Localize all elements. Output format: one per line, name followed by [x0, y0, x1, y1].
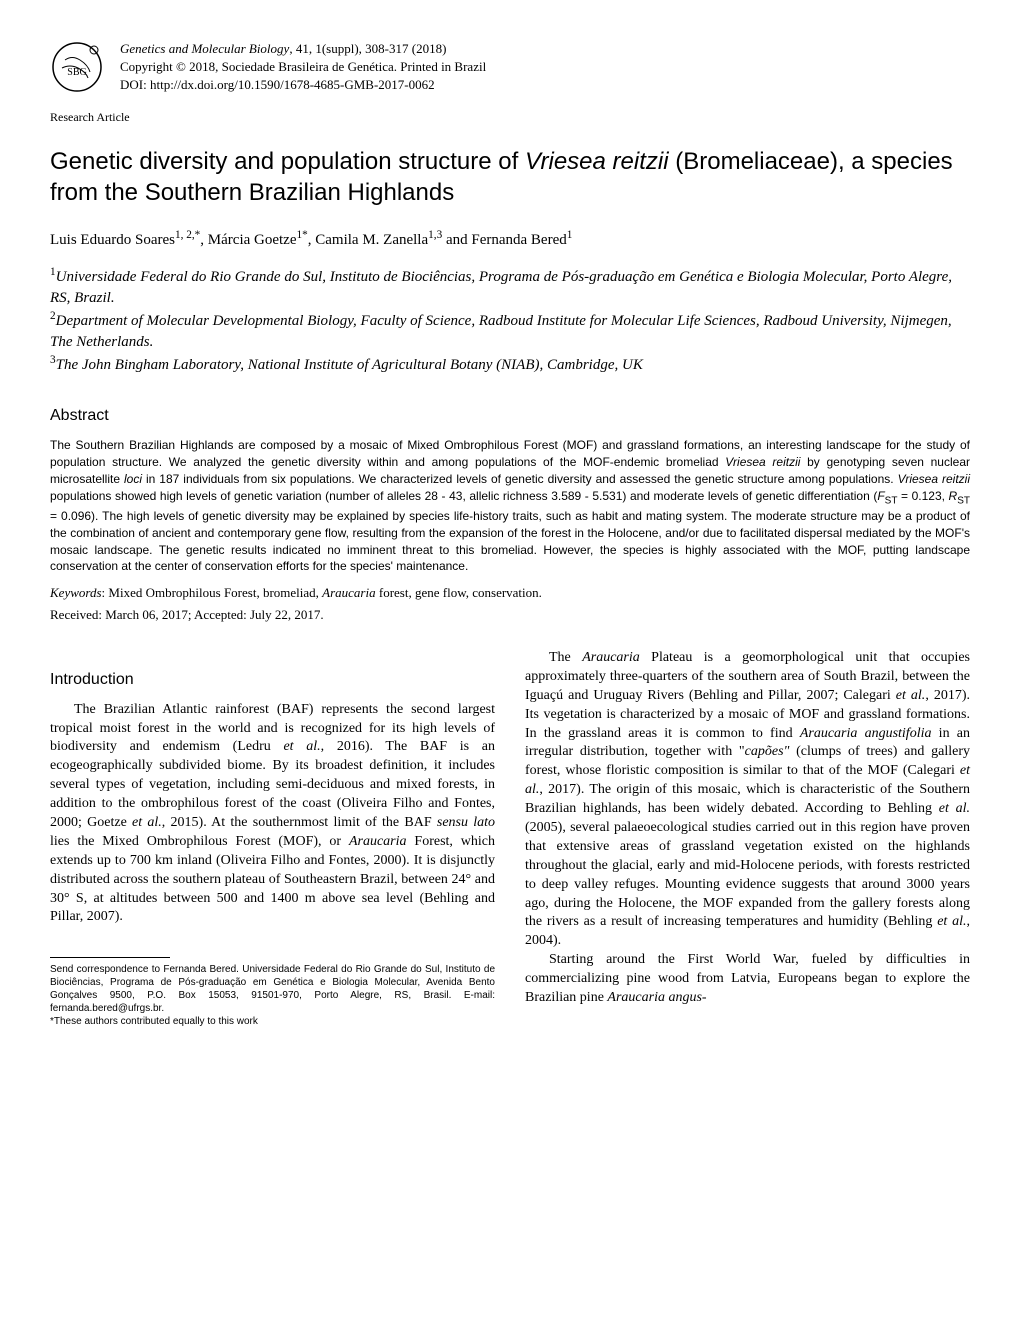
header-row: SBG Genetics and Molecular Biology, 41, … — [50, 40, 970, 95]
aff1: Universidade Federal do Rio Grande do Su… — [50, 269, 952, 306]
author-3: , Camila M. Zanella — [308, 232, 428, 248]
authors: Luis Eduardo Soares1, 2,*, Márcia Goetze… — [50, 228, 970, 251]
author-1: Luis Eduardo Soares — [50, 232, 175, 248]
ip2f: , 2017). The origin of this mosaic, whic… — [525, 782, 970, 816]
ip2-etal3: et al. — [939, 801, 970, 816]
abs-fst-sub: ST — [885, 495, 898, 506]
journal-copyright: Copyright © 2018, Sociedade Brasileira d… — [120, 59, 486, 74]
author-3-sup: 1,3 — [428, 229, 442, 241]
keywords-text: : Mixed Ombrophilous Forest, bromeliad, — [102, 585, 323, 600]
journal-doi: DOI: http://dx.doi.org/10.1590/1678-4685… — [120, 77, 435, 92]
left-column: Introduction The Brazilian Atlantic rain… — [50, 649, 495, 1028]
equal-contribution-footnote: *These authors contributed equally to th… — [50, 1015, 495, 1028]
author-2: , Márcia Goetze — [200, 232, 296, 248]
ip1c: , 2015). At the southernmost limit of th… — [162, 815, 437, 830]
article-title: Genetic diversity and population structu… — [50, 146, 970, 208]
abstract-text: The Southern Brazilian Highlands are com… — [50, 437, 970, 575]
correspondence-footnote: Send correspondence to Fernanda Bered. U… — [50, 963, 495, 1015]
ip1-etal1: et al. — [283, 739, 320, 754]
dates: Received: March 06, 2017; Accepted: July… — [50, 607, 970, 624]
journal-info: Genetics and Molecular Biology, 41, 1(su… — [120, 40, 486, 95]
abs-f: = 0.096). The high levels of genetic div… — [50, 509, 970, 573]
keywords-italic: Araucaria — [322, 585, 375, 600]
ip2-capoes: capões" — [745, 744, 790, 759]
journal-logo: SBG — [50, 40, 105, 95]
abs-loci: loci — [124, 472, 142, 486]
affiliations: 1Universidade Federal do Rio Grande do S… — [50, 265, 970, 376]
ip1-etal2: et al. — [132, 815, 162, 830]
ip2-etal1: et al. — [896, 688, 926, 703]
keywords-text2: forest, gene flow, conservation. — [376, 585, 542, 600]
abs-rst: R — [949, 489, 958, 503]
intro-p3: Starting around the First World War, fue… — [525, 951, 970, 1008]
ip2-arauc1: Araucaria — [582, 650, 640, 665]
keywords-label: Keywords — [50, 585, 102, 600]
abs-species2: Vriesea reitzii — [898, 472, 970, 486]
abs-rst-sub: ST — [957, 495, 970, 506]
journal-citation: , 41, 1(suppl), 308-317 (2018) — [289, 41, 446, 56]
ip2g: (2005), several palaeoecological studies… — [525, 820, 970, 929]
abs-e: = 0.123, — [897, 489, 948, 503]
logo-svg: SBG — [50, 40, 105, 95]
abstract-heading: Abstract — [50, 406, 970, 427]
abs-d: populations showed high levels of geneti… — [50, 489, 877, 503]
footnote-separator — [50, 957, 170, 958]
intro-p2: The Araucaria Plateau is a geomorphologi… — [525, 649, 970, 951]
abs-species1: Vriesea reitzii — [725, 455, 800, 469]
ip1-sensu: sensu lato — [437, 815, 495, 830]
abs-c: in 187 individuals from six populations.… — [142, 472, 898, 486]
aff3: The John Bingham Laboratory, National In… — [56, 357, 643, 373]
author-1-sup: 1, 2,* — [175, 229, 200, 241]
intro-heading: Introduction — [50, 669, 495, 691]
ip3a: Starting around the First World War, fue… — [525, 952, 970, 1005]
aff2: Department of Molecular Developmental Bi… — [50, 313, 952, 350]
author-4-sup: 1 — [567, 229, 573, 241]
keywords: Keywords: Mixed Ombrophilous Forest, bro… — [50, 585, 970, 602]
title-pre: Genetic diversity and population structu… — [50, 148, 525, 175]
ip2-arauc2: Araucaria angustifolia — [800, 726, 932, 741]
article-type: Research Article — [50, 110, 970, 126]
ip2-etal4: et al. — [937, 914, 966, 929]
svg-text:SBG: SBG — [67, 67, 86, 78]
ip1d: lies the Mixed Ombrophilous Forest (MOF)… — [50, 834, 349, 849]
intro-p1: The Brazilian Atlantic rainforest (BAF) … — [50, 701, 495, 928]
author-2-sup: 1* — [297, 229, 308, 241]
two-column-body: Introduction The Brazilian Atlantic rain… — [50, 649, 970, 1028]
ip3-arauc: Araucaria angus- — [607, 990, 706, 1005]
ip1-arauc: Araucaria — [349, 834, 407, 849]
right-column: The Araucaria Plateau is a geomorphologi… — [525, 649, 970, 1028]
abs-fst: F — [877, 489, 884, 503]
title-species: Vriesea reitzii — [525, 148, 669, 175]
journal-name: Genetics and Molecular Biology — [120, 41, 289, 56]
author-4: and Fernanda Bered — [442, 232, 567, 248]
ip2a: The — [549, 650, 582, 665]
